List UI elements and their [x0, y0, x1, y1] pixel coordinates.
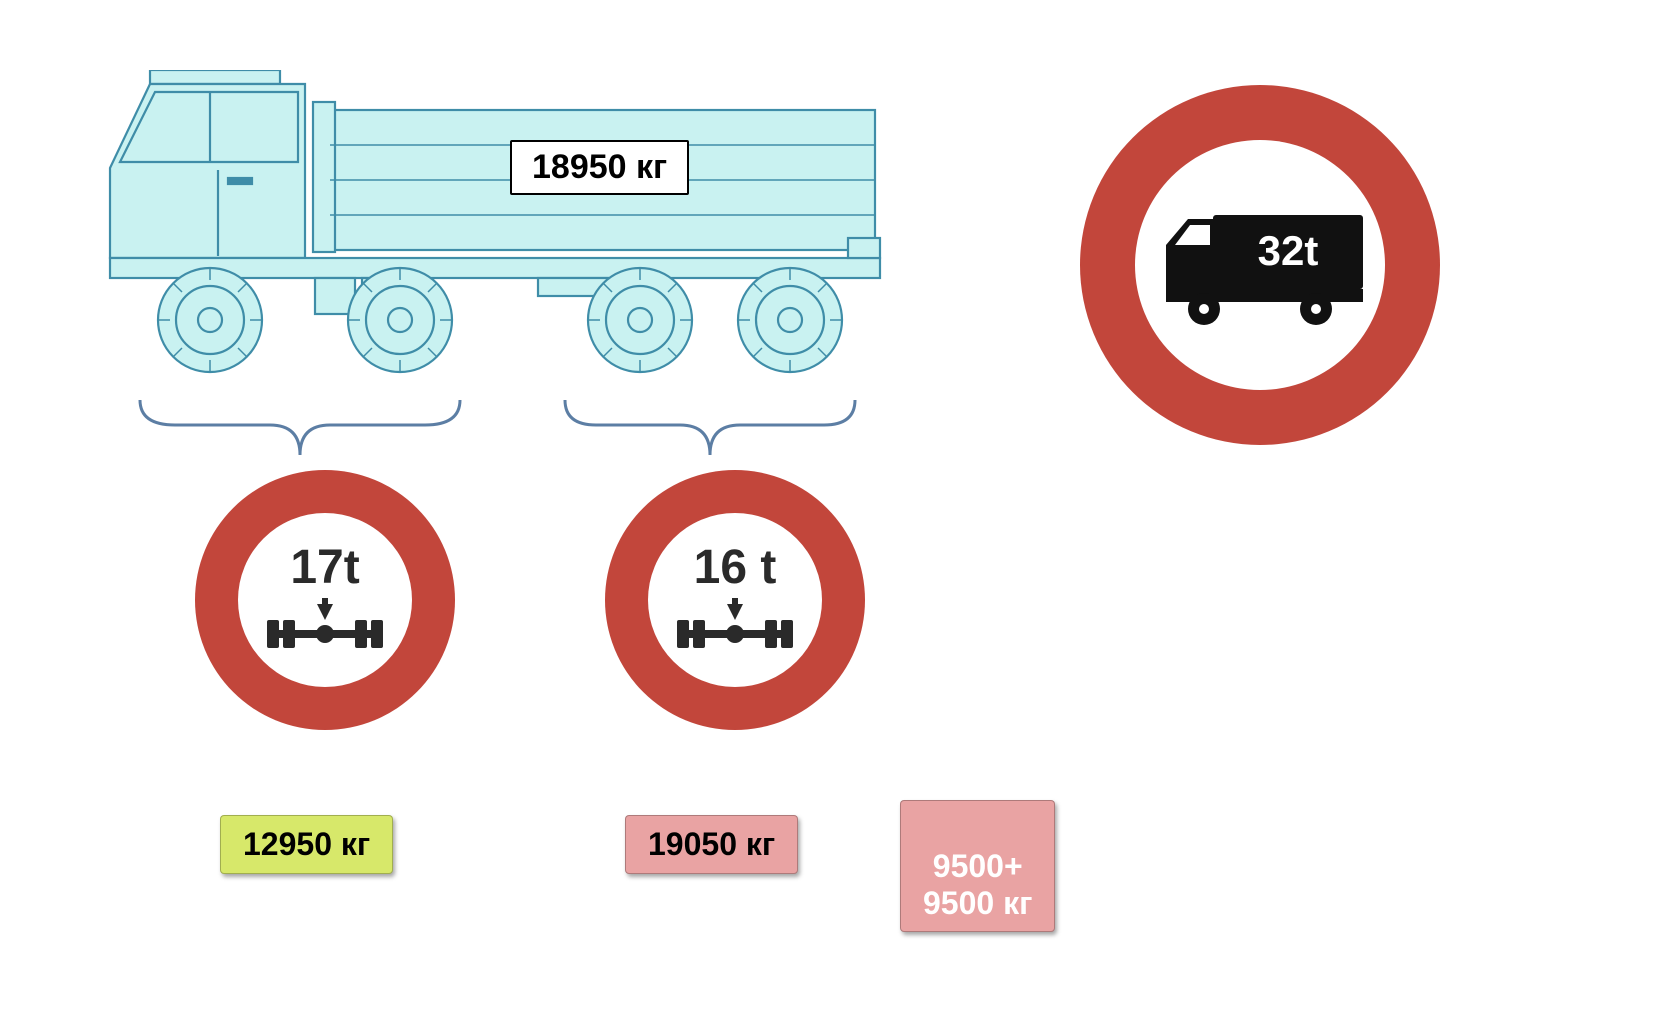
axle-load-icon — [675, 598, 795, 656]
rear-axle-weight-split-box: 9500+ 9500 кг — [900, 800, 1055, 932]
rear-axle-weight-box: 19050 кг — [625, 815, 798, 874]
front-axle-limit-sign: 17t — [195, 470, 455, 730]
rear-axle-weight-value: 19050 кг — [648, 826, 775, 862]
front-axle-weight-box: 12950 кг — [220, 815, 393, 874]
rear-axle-limit-text: 16 t — [694, 544, 777, 592]
front-axle-brace — [135, 395, 465, 465]
rear-axle-weight-split-value: 9500+ 9500 кг — [923, 848, 1032, 921]
front-axle-weight-value: 12950 кг — [243, 826, 370, 862]
rear-axle-limit-sign: 16 t — [605, 470, 865, 730]
truck-payload-label: 18950 кг — [510, 140, 689, 195]
axle-load-icon — [265, 598, 385, 656]
diagram-root: 18950 кг 17t — [0, 0, 1680, 1011]
total-weight-limit-sign: 32t — [1080, 85, 1440, 445]
truck-drawing — [100, 70, 890, 380]
rear-axle-brace — [560, 395, 860, 465]
truck-silhouette-icon: 32t — [1158, 205, 1363, 325]
total-weight-limit-text: 32t — [1257, 227, 1318, 274]
truck-payload-value: 18950 кг — [532, 148, 667, 186]
front-axle-limit-text: 17t — [290, 544, 359, 592]
